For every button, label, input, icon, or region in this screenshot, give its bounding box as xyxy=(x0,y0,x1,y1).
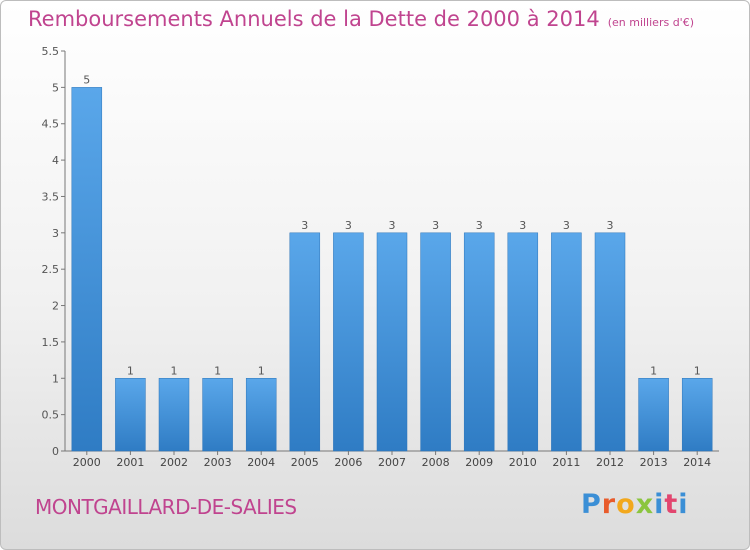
bar xyxy=(71,87,103,452)
bar xyxy=(245,378,277,452)
logo-letter: x xyxy=(635,489,655,520)
y-tick-label: 4 xyxy=(52,154,59,167)
data-label: 5 xyxy=(83,73,90,86)
y-tick-label: 5.5 xyxy=(42,45,60,58)
y-tick-label: 0 xyxy=(52,445,59,458)
y-tick-label: 1.5 xyxy=(42,336,60,349)
y-tick-label: 2.5 xyxy=(42,263,60,276)
y-tick-label: 0.5 xyxy=(42,409,60,422)
bar xyxy=(289,232,321,452)
data-label: 1 xyxy=(258,364,265,377)
logo-letter: i xyxy=(654,489,665,520)
data-label: 3 xyxy=(301,219,308,232)
x-tick-label: 2002 xyxy=(160,456,188,469)
x-tick-label: 2012 xyxy=(596,456,624,469)
x-tick-label: 2009 xyxy=(465,456,493,469)
data-label: 3 xyxy=(519,219,526,232)
data-label: 3 xyxy=(476,219,483,232)
bar xyxy=(158,378,190,452)
bar xyxy=(376,232,408,452)
data-label: 1 xyxy=(694,364,701,377)
logo-letter: P xyxy=(581,489,602,520)
logo-letter: t xyxy=(664,489,679,520)
y-tick-label: 1 xyxy=(52,372,59,385)
y-tick-label: 3.5 xyxy=(42,190,60,203)
x-tick-label: 2001 xyxy=(116,456,144,469)
bar xyxy=(115,378,146,452)
bar xyxy=(333,232,364,452)
town-name: MONTGAILLARD-DE-SALIES xyxy=(35,495,297,519)
y-tick-label: 5 xyxy=(52,81,59,94)
bar xyxy=(463,232,495,452)
data-label: 3 xyxy=(345,219,352,232)
data-label: 3 xyxy=(563,219,570,232)
x-tick-label: 2008 xyxy=(422,456,450,469)
y-tick-label: 2 xyxy=(52,300,59,313)
bar xyxy=(594,232,626,452)
chart-title-unit: (en milliers d'€) xyxy=(607,16,694,29)
y-tick-label: 3 xyxy=(52,227,59,240)
logo-letter: i xyxy=(678,489,689,520)
bar xyxy=(681,378,713,452)
chart-title-text: Remboursements Annuels de la Dette de 20… xyxy=(28,7,600,31)
x-tick-label: 2007 xyxy=(378,456,406,469)
proxiti-logo[interactable]: Proxiti xyxy=(581,489,689,520)
bar xyxy=(638,378,669,452)
bar xyxy=(420,232,451,452)
data-label: 1 xyxy=(214,364,221,377)
bar xyxy=(202,378,233,452)
logo-letter: r xyxy=(601,489,617,520)
x-tick-label: 2013 xyxy=(640,456,668,469)
chart-title: Remboursements Annuels de la Dette de 20… xyxy=(28,7,694,31)
x-tick-label: 2010 xyxy=(509,456,537,469)
x-tick-label: 2000 xyxy=(73,456,101,469)
x-tick-label: 2005 xyxy=(291,456,319,469)
logo-letter: o xyxy=(616,489,636,520)
data-label: 1 xyxy=(127,364,134,377)
data-label: 1 xyxy=(171,364,178,377)
y-tick-label: 4.5 xyxy=(42,118,60,131)
x-tick-label: 2014 xyxy=(683,456,711,469)
x-tick-label: 2003 xyxy=(204,456,232,469)
bar xyxy=(507,232,539,452)
bar xyxy=(551,232,582,452)
data-label: 1 xyxy=(650,364,657,377)
x-tick-label: 2004 xyxy=(247,456,275,469)
data-label: 3 xyxy=(389,219,396,232)
data-label: 3 xyxy=(607,219,614,232)
data-label: 3 xyxy=(432,219,439,232)
x-tick-label: 2011 xyxy=(552,456,580,469)
x-tick-label: 2006 xyxy=(334,456,362,469)
